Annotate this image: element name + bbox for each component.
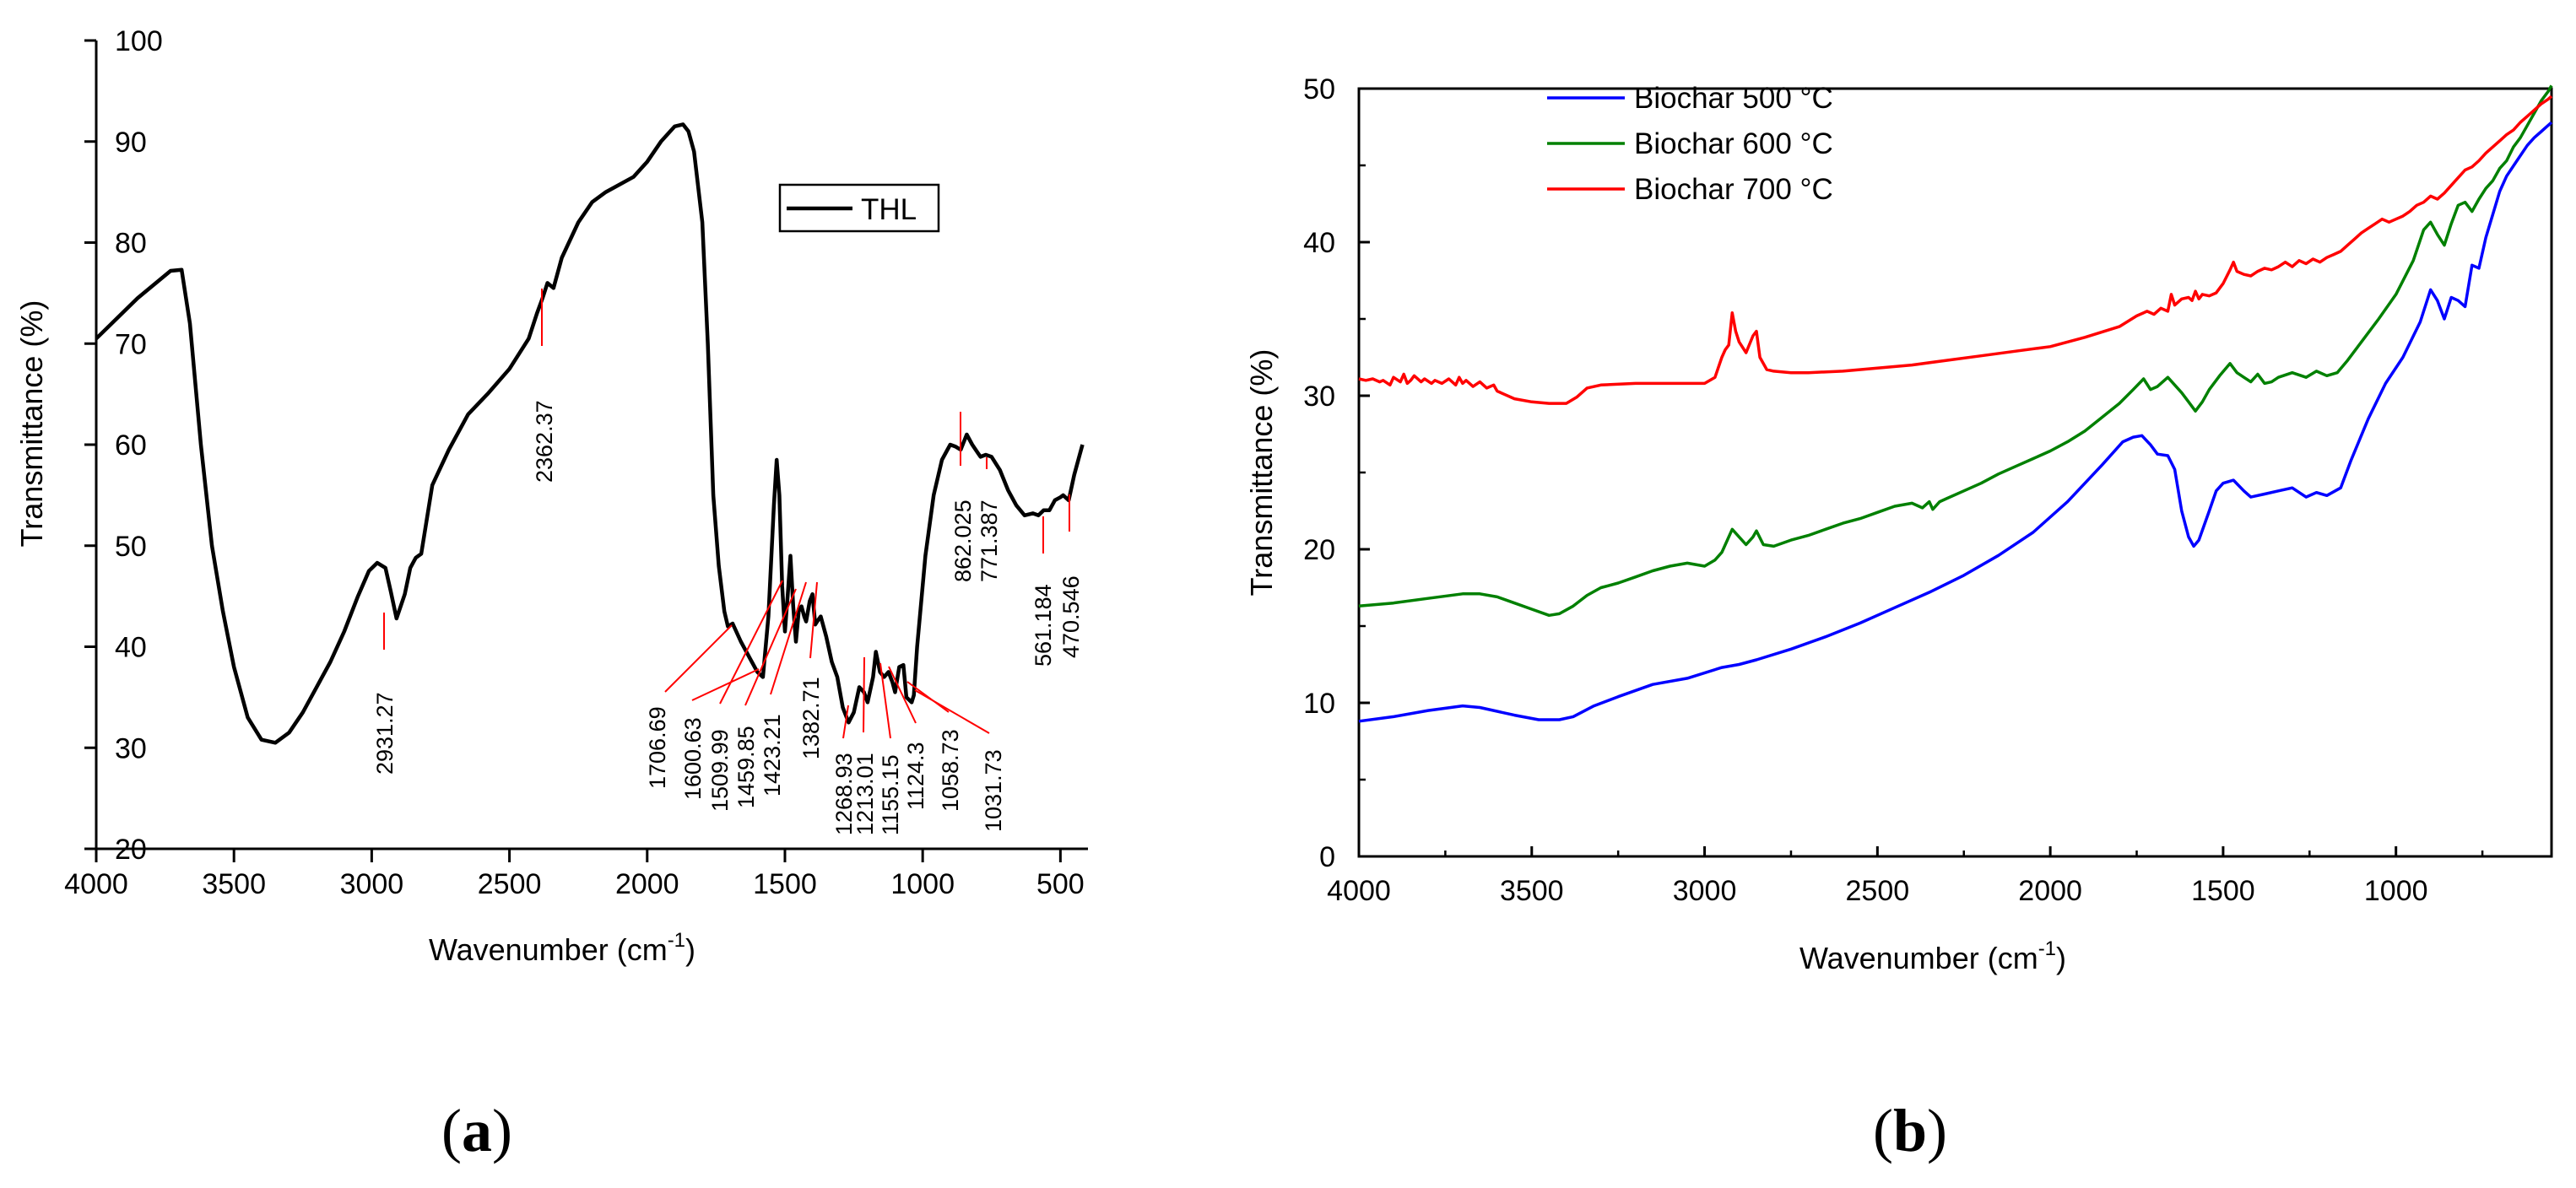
peak-label-1155: 1155.15 bbox=[878, 754, 903, 835]
panel-a: 4000 3500 3000 2500 2000 1500 1000 500 20 30 40 50… bbox=[14, 25, 1088, 1164]
peak-label-1031: 1031.73 bbox=[981, 749, 1006, 832]
peak-label-470: 470.546 bbox=[1058, 575, 1084, 658]
a-y-tick-label: 40 bbox=[115, 632, 147, 664]
a-x-tick-label: 4000 bbox=[64, 868, 128, 900]
a-y-tick-label: 80 bbox=[115, 228, 147, 260]
a-y-tick-label: 30 bbox=[115, 732, 147, 764]
peak-leader-1124 bbox=[888, 666, 917, 724]
panel-a-label: (a) bbox=[441, 1097, 512, 1164]
peak-leader-1600 bbox=[691, 668, 760, 701]
a-x-axis-label-sup: -1 bbox=[668, 929, 685, 952]
panel-b-letter: b bbox=[1893, 1097, 1927, 1164]
b-legend-label-biochar-500: Biochar 500 °C bbox=[1634, 82, 1833, 115]
peak-label-1459: 1459.85 bbox=[733, 726, 759, 808]
b-legend: Biochar 500 °C Biochar 600 °C Biochar 700 … bbox=[1547, 82, 1833, 206]
b-x-tick-label: 1000 bbox=[2364, 875, 2428, 907]
b-x-tick-label: 2500 bbox=[1846, 875, 1910, 907]
peak-label-2931: 2931.27 bbox=[372, 692, 398, 775]
b-x-tick-label: 3500 bbox=[1500, 875, 1564, 907]
peak-label-1213: 1213.01 bbox=[852, 753, 878, 835]
a-y-tick-label: 20 bbox=[115, 834, 147, 866]
panel-a-letter: a bbox=[462, 1097, 492, 1164]
b-x-axis-label: Wavenumber (cm-1) bbox=[1799, 937, 2066, 975]
peak-leader-1031 bbox=[914, 689, 990, 734]
a-x-tick-label: 3500 bbox=[202, 868, 266, 900]
b-x-axis-label-close: ) bbox=[2056, 941, 2066, 975]
a-x-tick-label: 1000 bbox=[890, 868, 955, 900]
peak-label-561: 561.184 bbox=[1031, 584, 1056, 667]
b-x-tick-label: 1500 bbox=[2191, 875, 2255, 907]
a-y-ticks: 20 30 40 50 60 70 80 90 100 bbox=[84, 25, 163, 866]
peak-label-1706: 1706.69 bbox=[645, 706, 670, 789]
b-legend-label-biochar-600: Biochar 600 °C bbox=[1634, 127, 1833, 160]
biochar-600-series-line bbox=[1358, 84, 2553, 618]
peak-label-2362: 2362.37 bbox=[532, 400, 557, 483]
peak-leader-1459 bbox=[744, 588, 797, 706]
peak-leader-1382 bbox=[809, 581, 818, 659]
b-y-tick-label: 30 bbox=[1303, 381, 1335, 413]
peak-label-1058: 1058.73 bbox=[938, 729, 963, 812]
a-x-tick-label: 500 bbox=[1036, 868, 1085, 900]
peak-label-1124: 1124.3 bbox=[903, 742, 928, 810]
a-legend-label-thl: THL bbox=[861, 193, 917, 226]
a-x-axis-label-close: ) bbox=[685, 932, 695, 967]
b-x-axis-label-text: Wavenumber (cm bbox=[1799, 941, 2038, 975]
a-x-tick-label: 2000 bbox=[615, 868, 679, 900]
a-x-tick-label: 2500 bbox=[478, 868, 542, 900]
panel-b: 4000 3500 3000 2500 2000 1500 1000 0 10 20 30 40 50… bbox=[1244, 73, 2553, 1164]
peak-leader-1423 bbox=[770, 581, 807, 695]
b-x-tick-label: 4000 bbox=[1327, 875, 1391, 907]
a-y-tick-label: 70 bbox=[115, 328, 147, 360]
a-y-tick-label: 60 bbox=[115, 429, 147, 462]
b-y-ticks: 0 10 20 30 40 50 bbox=[1303, 73, 1370, 873]
peak-label-1382: 1382.71 bbox=[798, 677, 824, 759]
peak-label-1509: 1509.99 bbox=[707, 729, 733, 812]
a-y-tick-label: 90 bbox=[115, 127, 147, 159]
b-legend-label-biochar-700: Biochar 700 °C bbox=[1634, 173, 1833, 206]
peak-label-862: 862.025 bbox=[950, 500, 976, 582]
peak-label-771: 771.387 bbox=[977, 500, 1002, 582]
a-y-axis-label: Transmittance (%) bbox=[14, 300, 49, 548]
peak-leader-1268 bbox=[842, 705, 849, 739]
a-x-axis-label-text: Wavenumber (cm bbox=[429, 932, 668, 967]
b-y-tick-label: 40 bbox=[1303, 227, 1335, 259]
a-x-ticks: 4000 3500 3000 2500 2000 1500 1000 500 bbox=[64, 849, 1085, 900]
a-x-axis-label: Wavenumber (cm-1) bbox=[429, 929, 695, 967]
b-series-lines bbox=[1358, 84, 2553, 723]
a-y-tick-label: 100 bbox=[115, 25, 163, 57]
a-peak-annotations: 2931.27 2362.37 1706.69 1600.63 1509.99 … bbox=[372, 289, 1084, 835]
a-x-tick-label: 3000 bbox=[340, 868, 404, 900]
peak-leader-1155 bbox=[879, 662, 891, 739]
peak-label-1600: 1600.63 bbox=[680, 717, 706, 800]
b-x-ticks: 4000 3500 3000 2500 2000 1500 1000 bbox=[1327, 846, 2484, 907]
peak-leader-1213 bbox=[863, 656, 865, 733]
b-y-tick-label: 10 bbox=[1303, 688, 1335, 720]
peak-leader-1706 bbox=[664, 624, 733, 693]
biochar-700-series-line bbox=[1358, 94, 2553, 405]
b-x-tick-label: 2000 bbox=[2018, 875, 2082, 907]
b-y-tick-label: 50 bbox=[1303, 73, 1335, 105]
a-x-tick-label: 1500 bbox=[753, 868, 817, 900]
b-plot-frame bbox=[1357, 87, 2553, 858]
a-y-tick-label: 50 bbox=[115, 531, 147, 563]
peak-label-1423: 1423.21 bbox=[760, 714, 785, 796]
b-y-axis-label: Transmittance (%) bbox=[1244, 349, 1279, 597]
peak-label-1268: 1268.93 bbox=[831, 753, 857, 835]
b-y-tick-label: 0 bbox=[1319, 841, 1335, 873]
a-legend: THL bbox=[778, 183, 940, 233]
biochar-500-series-line bbox=[1358, 121, 2553, 723]
panel-b-label: (b) bbox=[1873, 1097, 1947, 1164]
b-x-tick-label: 3000 bbox=[1673, 875, 1737, 907]
peak-leader-1509 bbox=[719, 580, 783, 705]
b-y-tick-label: 20 bbox=[1303, 534, 1335, 566]
b-x-axis-label-sup: -1 bbox=[2038, 937, 2056, 960]
